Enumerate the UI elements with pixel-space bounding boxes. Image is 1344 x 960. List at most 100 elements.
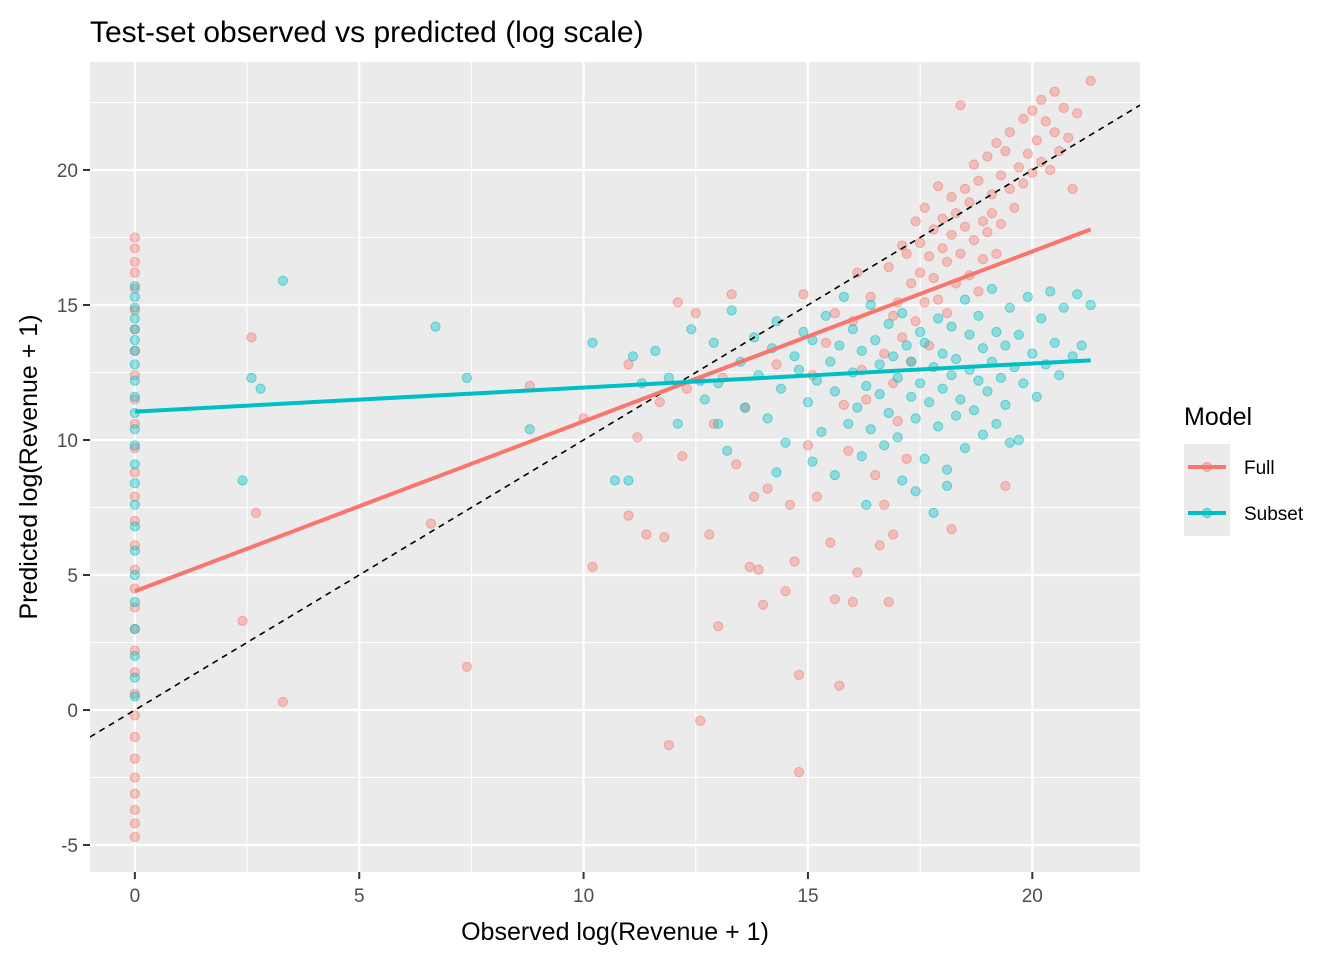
point-full — [731, 459, 742, 470]
point-subset — [129, 691, 140, 702]
point-subset — [129, 281, 140, 292]
point-subset — [650, 345, 661, 356]
point-subset — [910, 486, 921, 497]
point-full — [995, 170, 1006, 181]
point-subset — [865, 299, 876, 311]
point-subset — [129, 302, 140, 313]
point-subset — [892, 372, 903, 383]
point-subset — [906, 356, 917, 367]
point-full — [910, 316, 921, 327]
legend-title: Model — [1184, 403, 1252, 431]
point-subset — [277, 275, 289, 286]
point-full — [1063, 132, 1074, 143]
y-tick-label: 20 — [57, 161, 78, 182]
y-axis: -5 0 5 10 15 20 — [57, 161, 90, 857]
points-layer — [129, 75, 1096, 843]
point-full — [915, 237, 926, 248]
point-full — [654, 397, 665, 408]
point-subset — [129, 391, 140, 402]
point-subset — [834, 340, 845, 351]
point-full — [129, 645, 140, 656]
point-full — [829, 594, 840, 605]
point-full — [915, 267, 926, 278]
legend-label-full: Full — [1244, 458, 1275, 479]
legend-key-point — [1201, 507, 1213, 519]
point-full — [1049, 127, 1060, 138]
point-subset — [973, 310, 984, 321]
point-subset — [740, 402, 751, 413]
point-full — [129, 731, 140, 743]
point-subset — [129, 440, 140, 451]
point-subset — [865, 424, 876, 435]
point-full — [587, 561, 598, 573]
point-subset — [950, 410, 962, 421]
point-full — [991, 137, 1002, 149]
point-full — [1067, 183, 1078, 194]
point-subset — [901, 340, 912, 351]
point-full — [1004, 127, 1015, 138]
point-subset — [919, 453, 930, 464]
point-subset — [609, 475, 621, 486]
y-tick-label: -5 — [61, 836, 78, 857]
point-subset — [1013, 434, 1024, 446]
point-subset — [941, 464, 953, 475]
point-subset — [843, 418, 854, 429]
point-subset — [793, 364, 805, 375]
point-full — [865, 291, 876, 302]
point-subset — [524, 424, 535, 435]
point-full — [924, 251, 935, 262]
point-full — [793, 669, 805, 681]
point-full — [129, 818, 140, 829]
point-full — [852, 267, 863, 278]
point-full — [955, 248, 966, 259]
y-tick-label: 10 — [57, 431, 78, 452]
point-full — [1004, 183, 1015, 194]
y-tick-label: 0 — [67, 701, 78, 722]
point-full — [246, 332, 257, 343]
point-subset — [1085, 299, 1096, 311]
point-subset — [879, 440, 890, 451]
point-subset — [726, 305, 737, 316]
point-subset — [950, 353, 962, 365]
point-full — [968, 235, 980, 246]
point-subset — [129, 650, 140, 662]
point-full — [1058, 102, 1069, 114]
point-full — [129, 370, 140, 381]
point-subset — [937, 383, 948, 394]
point-subset — [937, 348, 948, 359]
legend-label-subset: Subset — [1244, 504, 1304, 525]
point-full — [641, 529, 652, 540]
point-subset — [1045, 286, 1056, 297]
point-subset — [1004, 437, 1015, 448]
point-full — [425, 518, 437, 529]
point-full — [897, 240, 908, 251]
point-subset — [991, 418, 1002, 429]
point-full — [834, 680, 845, 691]
point-subset — [897, 308, 908, 319]
point-subset — [915, 378, 926, 389]
point-full — [798, 289, 809, 300]
point-subset — [874, 389, 885, 400]
point-subset — [870, 335, 881, 346]
point-full — [982, 227, 993, 238]
point-subset — [964, 329, 975, 340]
point-full — [955, 100, 966, 111]
point-full — [964, 197, 975, 208]
point-full — [129, 540, 140, 551]
point-subset — [955, 394, 966, 405]
point-full — [888, 529, 899, 540]
point-subset — [129, 375, 140, 386]
point-full — [968, 159, 980, 170]
point-subset — [1054, 370, 1065, 381]
point-full — [879, 499, 890, 510]
point-full — [843, 445, 854, 456]
point-subset — [1018, 378, 1029, 389]
point-subset — [129, 324, 140, 335]
point-full — [973, 286, 984, 297]
point-subset — [623, 475, 634, 486]
point-subset — [129, 424, 140, 435]
point-full — [1031, 135, 1042, 146]
point-full — [129, 256, 140, 267]
point-full — [937, 213, 948, 224]
point-full — [829, 308, 840, 319]
